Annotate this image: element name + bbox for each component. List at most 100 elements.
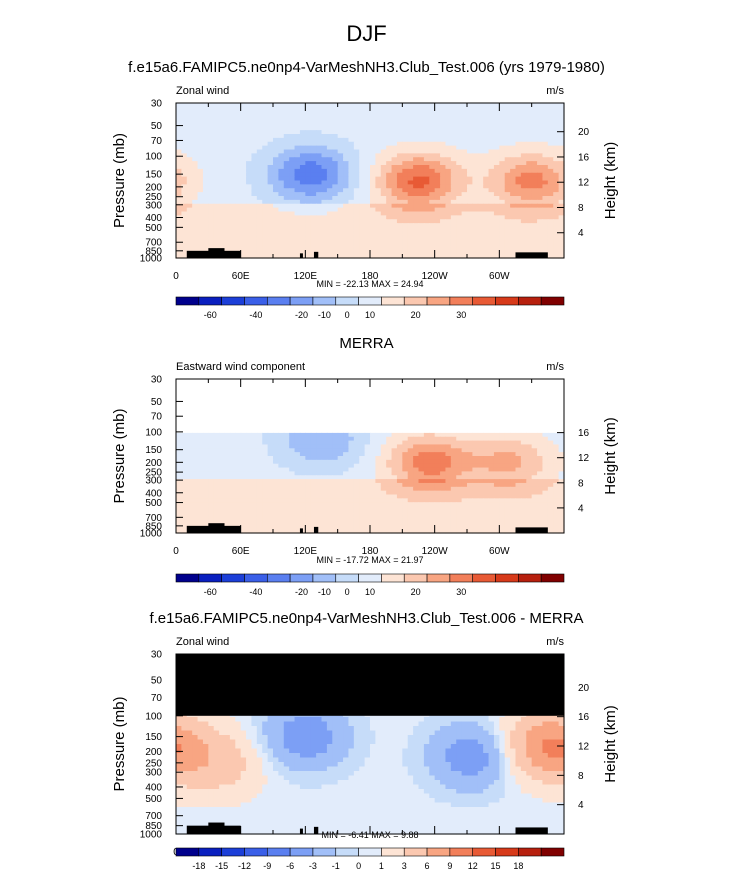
field-cell — [413, 436, 420, 442]
field-cell — [440, 227, 447, 232]
field-cell — [310, 452, 317, 457]
field-cell — [526, 103, 533, 108]
field-cell — [477, 452, 484, 457]
colorbar-box — [221, 296, 245, 306]
field-cell — [235, 122, 242, 127]
field-cell — [219, 421, 226, 426]
field-cell — [477, 475, 484, 480]
field-cell — [364, 432, 371, 438]
field-cell — [423, 161, 430, 166]
field-cell — [375, 409, 382, 415]
field-cell — [450, 425, 457, 430]
field-cell — [370, 137, 376, 143]
field-cell — [515, 471, 522, 476]
field-cell — [332, 379, 339, 384]
field-cell — [520, 475, 527, 480]
field-cell — [407, 456, 414, 461]
field-cell — [407, 459, 414, 465]
field-cell — [240, 479, 247, 484]
field-cell — [418, 459, 425, 465]
field-cell — [391, 246, 398, 251]
field-cell — [181, 467, 188, 472]
field-cell — [380, 382, 387, 388]
field-cell — [283, 246, 290, 251]
field-cell — [202, 242, 209, 247]
field-cell — [547, 250, 554, 255]
field-cell — [305, 234, 312, 240]
field-cell — [251, 402, 258, 407]
field-cell — [429, 382, 436, 388]
field-cell — [332, 417, 339, 422]
field-cell — [267, 398, 274, 403]
field-cell — [278, 425, 285, 430]
field-cell — [413, 223, 420, 228]
field-cell — [504, 149, 511, 154]
field-cell — [332, 141, 339, 147]
field-cell — [181, 242, 188, 247]
field-cell — [240, 137, 247, 143]
field-cell — [316, 168, 323, 174]
field-cell — [262, 110, 269, 116]
field-cell — [219, 215, 226, 220]
field-cell — [364, 452, 371, 457]
field-cell — [467, 456, 473, 461]
field-cell — [251, 250, 258, 255]
field-cell — [553, 130, 560, 135]
field-cell — [267, 448, 274, 453]
field-cell — [434, 390, 441, 395]
field-cell — [224, 149, 231, 154]
field-cell — [235, 238, 242, 244]
field-cell — [321, 459, 328, 465]
field-cell — [176, 234, 182, 240]
field-cell — [326, 227, 333, 232]
field-cell — [380, 215, 387, 220]
field-cell — [456, 157, 463, 162]
field-cell — [520, 246, 527, 251]
field-cell — [273, 122, 279, 127]
field-cell — [542, 421, 549, 426]
field-cell — [553, 184, 560, 189]
field-cell — [423, 398, 430, 403]
y-tick-label: 150 — [145, 170, 162, 181]
field-cell — [251, 471, 258, 476]
field-cell — [467, 180, 473, 185]
field-cell — [213, 192, 220, 197]
field-cell — [467, 394, 473, 399]
field-cell — [520, 459, 527, 465]
field-cell — [246, 118, 253, 123]
field-cell — [396, 482, 403, 488]
field-cell — [251, 215, 258, 220]
field-cell — [547, 413, 554, 419]
field-cell — [423, 126, 430, 131]
field-cell — [515, 188, 522, 193]
field-cell — [553, 402, 560, 407]
field-cell — [370, 134, 376, 139]
field-cell — [429, 436, 436, 442]
field-cell — [359, 394, 366, 399]
field-cell — [553, 409, 560, 415]
field-cell — [273, 482, 279, 488]
field-cell — [332, 126, 339, 131]
field-cell — [461, 137, 468, 143]
field-cell — [246, 192, 253, 197]
field-cell — [316, 409, 323, 415]
field-cell — [246, 215, 253, 220]
field-cell — [186, 386, 193, 392]
field-cell — [450, 246, 457, 251]
field-cell — [337, 230, 344, 236]
field-cell — [197, 436, 204, 442]
field-cell — [181, 448, 188, 453]
field-cell — [499, 219, 506, 224]
field-cell — [434, 398, 441, 403]
field-cell — [542, 444, 549, 449]
field-cell — [537, 126, 544, 131]
field-cell — [370, 463, 376, 469]
field-cell — [213, 184, 220, 189]
field-cell — [488, 436, 495, 442]
field-cell — [526, 145, 533, 151]
field-cell — [310, 157, 317, 162]
field-cell — [386, 409, 393, 415]
field-cell — [402, 145, 409, 151]
field-cell — [461, 196, 468, 201]
field-cell — [375, 471, 382, 476]
